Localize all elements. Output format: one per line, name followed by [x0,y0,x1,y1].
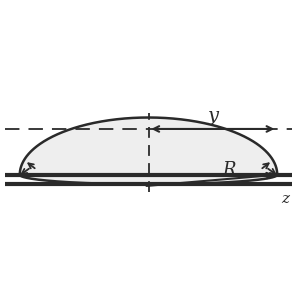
Polygon shape [20,118,277,184]
Text: z: z [282,192,290,206]
Text: y: y [208,107,219,125]
Text: R: R [222,161,236,178]
